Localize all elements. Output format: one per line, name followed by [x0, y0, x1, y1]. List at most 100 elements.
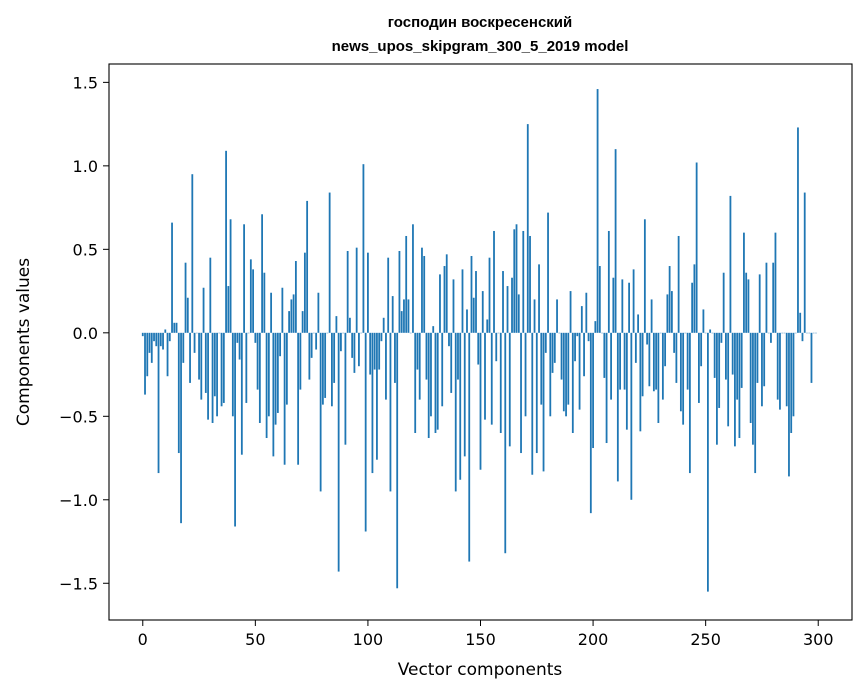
bar-61 [279, 332, 282, 357]
bar-54 [263, 272, 266, 333]
bar-118 [407, 299, 410, 333]
bar-161 [504, 332, 507, 554]
bar-135 [445, 254, 448, 333]
x-tick-label: 0 [138, 630, 148, 649]
bar-184 [556, 299, 558, 333]
bar-226 [650, 299, 653, 333]
bar-202 [596, 89, 599, 333]
bar-102 [371, 332, 374, 474]
bar-137 [450, 332, 453, 393]
bar-78 [317, 292, 320, 333]
bar-64 [285, 332, 288, 405]
bar-189 [567, 332, 570, 405]
bar-166 [515, 224, 518, 333]
bar-293 [801, 332, 804, 342]
bar-128 [430, 332, 432, 417]
bar-30 [209, 257, 212, 333]
bar-67 [292, 294, 295, 333]
bar-291 [797, 127, 799, 333]
bar-74 [308, 332, 311, 380]
bar-98 [362, 164, 365, 333]
bar-205 [603, 332, 606, 378]
bar-124 [421, 247, 423, 333]
y-tick-label: 1.5 [73, 73, 98, 92]
bar-179 [544, 332, 547, 353]
bar-51 [256, 332, 259, 390]
bar-254 [713, 332, 716, 378]
bar-190 [569, 291, 572, 333]
bar-26 [200, 332, 203, 400]
bar-40 [231, 332, 234, 417]
bar-194 [578, 332, 581, 410]
bar-171 [526, 124, 529, 333]
bar-60 [276, 332, 279, 413]
bar-198 [587, 332, 590, 342]
bar-233 [666, 294, 669, 333]
bar-208 [610, 332, 612, 400]
bar-297 [810, 332, 813, 383]
bar-107 [382, 317, 385, 333]
bar-274 [758, 274, 761, 333]
y-tick-label: 0.5 [73, 240, 98, 259]
bar-163 [508, 332, 511, 447]
bar-192 [574, 332, 576, 362]
bar-113 [396, 332, 399, 589]
bar-281 [774, 232, 777, 333]
bar-129 [432, 326, 435, 333]
bar-49 [252, 269, 254, 333]
bar-154 [488, 257, 491, 333]
bar-93 [351, 332, 354, 358]
bar-46 [245, 332, 248, 403]
bar-115 [400, 311, 403, 333]
bar-80 [321, 332, 324, 405]
bar-133 [441, 332, 444, 407]
bar-110 [389, 332, 392, 492]
bar-5 [153, 332, 155, 342]
bar-228 [655, 332, 658, 390]
bar-172 [529, 235, 531, 333]
bar-209 [612, 277, 615, 333]
bar-188 [565, 332, 567, 417]
bar-17 [180, 332, 182, 524]
x-tick-label: 200 [578, 630, 609, 649]
bar-289 [792, 332, 795, 417]
bar-101 [369, 332, 372, 375]
bar-237 [675, 332, 678, 383]
bar-276 [763, 332, 766, 387]
bar-231 [661, 332, 664, 400]
bar-280 [772, 262, 775, 333]
bar-246 [695, 162, 698, 333]
bar-138 [452, 279, 455, 333]
bar-45 [243, 224, 245, 333]
bar-3 [148, 332, 151, 353]
x-tick-label: 100 [353, 630, 384, 649]
bar-200 [592, 332, 594, 449]
bar-175 [535, 332, 538, 454]
bar-210 [614, 149, 617, 333]
bar-12 [168, 332, 171, 342]
x-tick-label: 250 [690, 630, 721, 649]
bar-120 [412, 224, 414, 333]
bar-66 [290, 299, 293, 333]
bar-147 [472, 297, 475, 333]
bar-77 [315, 332, 318, 350]
bar-126 [425, 332, 428, 380]
bar-199 [589, 332, 592, 514]
bar-139 [454, 332, 457, 492]
bar-57 [270, 292, 273, 333]
bar-167 [517, 294, 520, 333]
bar-259 [725, 332, 727, 380]
bar-103 [373, 332, 376, 370]
bar-29 [207, 332, 209, 420]
bar-39 [229, 219, 232, 333]
bar-122 [416, 332, 419, 370]
bar-221 [639, 332, 642, 432]
bar-4 [150, 332, 153, 363]
bar-96 [358, 332, 360, 367]
bar-283 [779, 332, 781, 410]
bar-94 [353, 332, 356, 373]
bar-264 [736, 332, 739, 400]
bar-85 [333, 332, 336, 383]
bar-248 [700, 332, 703, 367]
bar-100 [367, 252, 369, 333]
